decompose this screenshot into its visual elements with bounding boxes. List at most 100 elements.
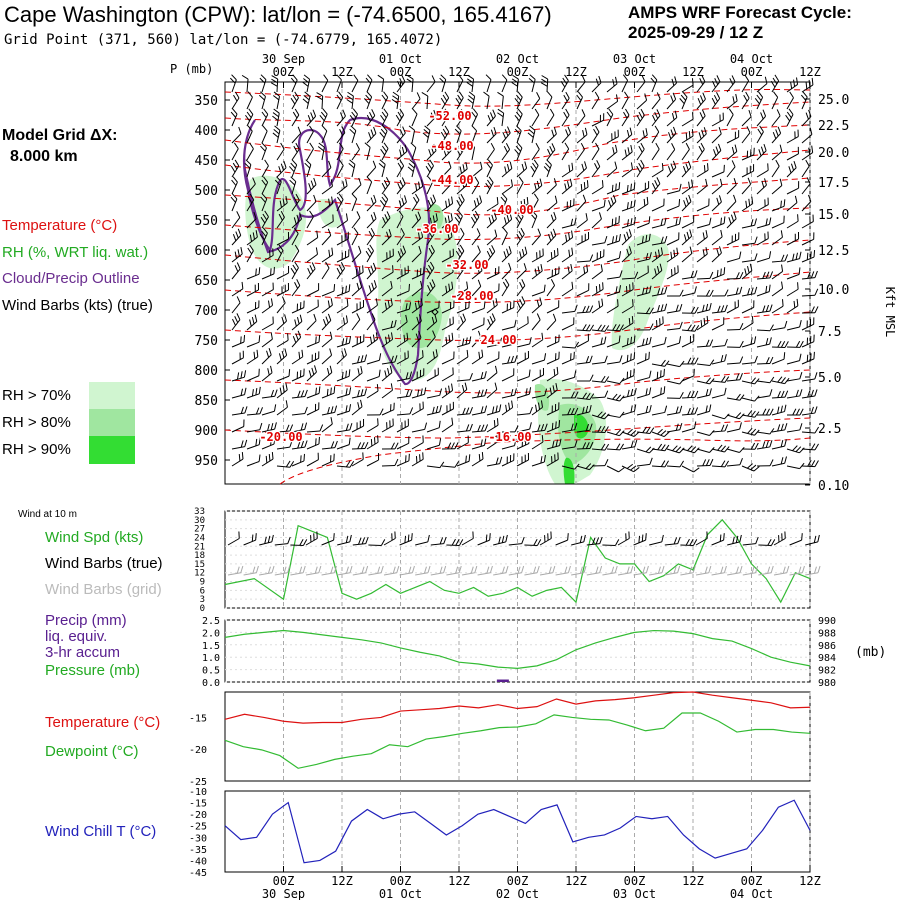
wind-barb — [306, 289, 319, 297]
wind-barb — [531, 394, 545, 399]
wind-barb-true-feather — [536, 539, 542, 546]
precip-tick-label: 0.0 — [202, 678, 220, 689]
wind-barb-feather — [795, 389, 799, 397]
page-title: Cape Washington (CPW): lat/lon = (-74.65… — [4, 2, 552, 27]
wind-barb-feather — [507, 126, 511, 134]
wind-barb — [501, 374, 514, 382]
wind-barb-feather — [654, 180, 659, 187]
wind-barb — [801, 277, 815, 280]
wind-barb-feather — [447, 177, 452, 185]
wind-barb — [681, 221, 694, 229]
wind-barb — [606, 448, 621, 451]
wind-barb — [711, 323, 724, 331]
wind-barb-feather — [401, 197, 405, 205]
wind-barb-feather — [660, 460, 666, 467]
wind-barb — [696, 277, 711, 280]
wind-barb — [591, 329, 605, 332]
wind-barb — [591, 206, 605, 212]
wind-barb — [666, 190, 680, 195]
wind-barb — [561, 148, 570, 161]
wind-barb-feather — [679, 183, 682, 191]
wind-barb — [531, 291, 545, 297]
wind-barb-feather — [274, 422, 277, 430]
wind-barb — [771, 429, 785, 433]
wind-barb — [336, 97, 344, 110]
wind-barb-feather — [543, 353, 547, 361]
wind-barb — [231, 376, 245, 382]
wind-barb — [426, 251, 435, 263]
wind-barb-feather — [476, 197, 480, 205]
bottom-hour-label: 12Z — [799, 874, 821, 888]
wind-barb-feather — [805, 81, 808, 89]
wind-barb-grid — [477, 572, 491, 576]
wind-barb-feather — [503, 217, 507, 225]
wind-barb-feather — [467, 98, 474, 104]
wind-barb — [456, 130, 462, 144]
wind-barb-feather — [795, 252, 798, 260]
wind-barb-feather — [401, 75, 406, 82]
wind-barb — [786, 273, 800, 280]
wind-barb — [261, 273, 275, 280]
wind-barb — [636, 431, 650, 434]
wind-barb-feather — [282, 385, 285, 393]
wind-barb — [531, 270, 543, 280]
wind-barb — [621, 394, 635, 399]
wind-barb — [261, 96, 266, 110]
wind-barb-grid — [649, 572, 663, 576]
wind-barbs-grid-legend: Wind Barbs (grid) — [45, 581, 162, 598]
wind-barb-feather — [769, 440, 773, 448]
wind-barb-feather — [799, 340, 804, 348]
wind-barb-feather — [745, 200, 748, 208]
wind-barb — [291, 321, 303, 331]
wind-barb — [336, 199, 344, 212]
wind-barb — [501, 343, 515, 348]
wind-barb-feather — [460, 316, 464, 324]
wind-barb — [246, 114, 254, 127]
wind-barb — [486, 203, 499, 212]
pressure-tick-label: 980 — [818, 678, 836, 689]
wind-barb — [726, 362, 741, 365]
wind-barb — [366, 79, 373, 93]
wind-barb-feather — [232, 176, 238, 183]
wind-barb — [561, 270, 573, 280]
wind-barb-feather — [386, 211, 391, 218]
wind-barb — [336, 115, 346, 127]
legend-temperature: Temperature (°C) — [2, 217, 118, 234]
wind-barb-feather — [422, 132, 429, 138]
wind-barb — [291, 396, 305, 399]
wind-barb — [681, 413, 695, 416]
wind-barb-feather — [784, 341, 789, 348]
wind-barb-feather — [447, 232, 450, 240]
wind-barb-feather — [399, 129, 404, 137]
wind-barb-feather — [454, 128, 461, 135]
wind-barb — [411, 320, 422, 331]
wind-barb — [786, 378, 800, 382]
wind-barb — [456, 288, 468, 297]
wind-barb — [381, 183, 391, 195]
wind-barb — [666, 98, 677, 110]
wind-barb-feather — [549, 387, 552, 395]
wind-barb — [291, 114, 300, 127]
wind-barb-feather — [444, 125, 450, 133]
wind-barb-feather — [255, 268, 257, 276]
wind-barb-feather — [679, 460, 684, 468]
wind-barb — [516, 393, 530, 399]
wind-barb-feather — [253, 211, 257, 219]
wind-barb — [396, 308, 410, 314]
wind-barb-feather — [747, 410, 753, 417]
wind-barb-feather — [450, 213, 453, 221]
wind-barb-feather — [274, 125, 281, 131]
wind-barb-feather — [328, 160, 332, 168]
wind-barb — [336, 393, 350, 399]
wind-barb-feather — [521, 248, 525, 256]
wind-barb-feather — [753, 336, 757, 344]
wind-barb — [396, 201, 407, 212]
wind-barb-feather — [345, 370, 347, 378]
wind-barb-grid — [789, 572, 803, 576]
wind-barb — [696, 431, 710, 436]
wind-barb — [351, 80, 359, 93]
wind-barb — [786, 187, 799, 195]
wind-barb-feather — [479, 263, 483, 271]
wind-tick-label: 9 — [200, 578, 205, 588]
wind-barb-grid — [430, 572, 444, 576]
